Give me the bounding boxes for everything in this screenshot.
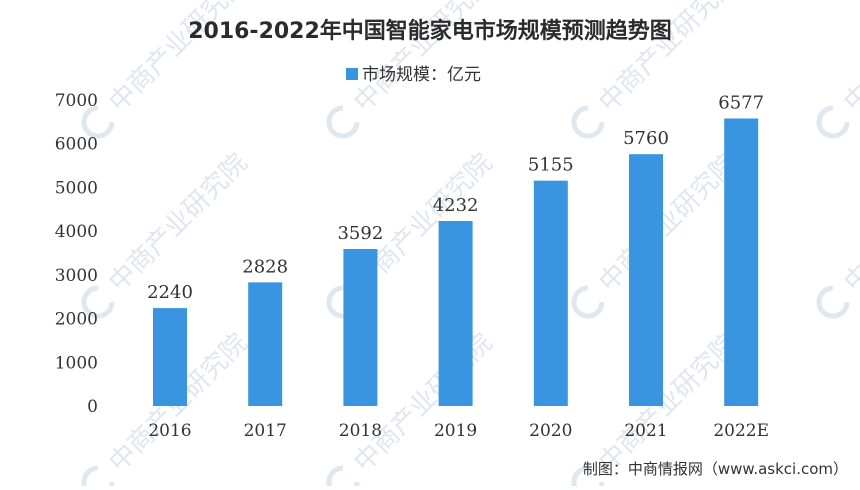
data-label: 5155 xyxy=(528,155,574,176)
y-tick-label: 0 xyxy=(87,397,98,417)
bars xyxy=(153,118,759,406)
data-label: 3592 xyxy=(337,223,383,244)
y-tick-label: 5000 xyxy=(55,178,98,198)
bar xyxy=(153,308,187,406)
watermark: 中商产业研究院 xyxy=(816,0,860,139)
source-credit: 制图：中商情报网（www.askci.com） xyxy=(583,460,848,478)
bar xyxy=(724,118,759,406)
bar xyxy=(343,248,378,406)
watermark-text: 中商产业研究院 xyxy=(348,0,498,118)
data-label: 6577 xyxy=(718,92,764,113)
data-label: 2240 xyxy=(147,282,193,303)
y-tick-label: 1000 xyxy=(55,353,98,373)
watermark-text: 中商产业研究院 xyxy=(838,0,860,118)
y-tick-label: 2000 xyxy=(55,310,98,330)
watermark-text: 中商产业研究院 xyxy=(593,328,743,478)
legend-swatch xyxy=(346,68,358,80)
x-tick-label: 2022E xyxy=(713,421,769,441)
data-label: 5760 xyxy=(623,128,669,149)
y-tick-label: 3000 xyxy=(55,266,98,286)
x-axis: 2016 2017 2018 2019 2020 2021 2022E xyxy=(148,421,769,441)
x-tick-label: 2021 xyxy=(624,421,667,441)
data-label: 2828 xyxy=(242,256,288,277)
x-tick-label: 2019 xyxy=(434,421,477,441)
bar xyxy=(248,282,283,406)
x-tick-label: 2020 xyxy=(529,421,572,441)
watermark: 中商产业研究院 xyxy=(816,148,860,319)
bar xyxy=(533,180,568,406)
watermark-logo xyxy=(816,285,850,319)
watermark-logo xyxy=(571,465,605,490)
watermark-logo xyxy=(326,105,360,139)
legend-label: 市场规模：亿元 xyxy=(362,65,481,85)
watermark-text: 中商产业研究院 xyxy=(103,0,253,118)
watermark-logo xyxy=(326,465,360,490)
x-tick-label: 2017 xyxy=(244,421,287,441)
legend: 市场规模：亿元 xyxy=(346,65,481,85)
x-tick-label: 2016 xyxy=(148,421,191,441)
watermark-logo xyxy=(81,285,115,319)
data-label: 4232 xyxy=(433,195,479,216)
data-labels: 2240 2828 3592 4232 5155 5760 6577 xyxy=(147,92,764,303)
chart-title: 2016-2022年中国智能家电市场规模预测趋势图 xyxy=(188,18,672,44)
watermark-logo xyxy=(571,285,605,319)
watermark-logo xyxy=(81,105,115,139)
watermark-logo xyxy=(81,465,115,490)
watermark-logo xyxy=(571,105,605,139)
watermark-text: 中商产业研究院 xyxy=(593,148,743,298)
bar xyxy=(438,221,473,406)
y-tick-label: 4000 xyxy=(55,222,98,242)
y-tick-label: 6000 xyxy=(55,135,98,155)
bar xyxy=(629,154,663,406)
watermark-text: 中商产业研究院 xyxy=(103,148,253,298)
y-tick-label: 7000 xyxy=(55,91,98,111)
watermark-text: 中商产业研究院 xyxy=(838,148,860,298)
y-axis: 0 1000 2000 3000 4000 5000 6000 7000 xyxy=(55,91,98,417)
watermark-logo xyxy=(816,105,850,139)
x-tick-label: 2018 xyxy=(339,421,382,441)
